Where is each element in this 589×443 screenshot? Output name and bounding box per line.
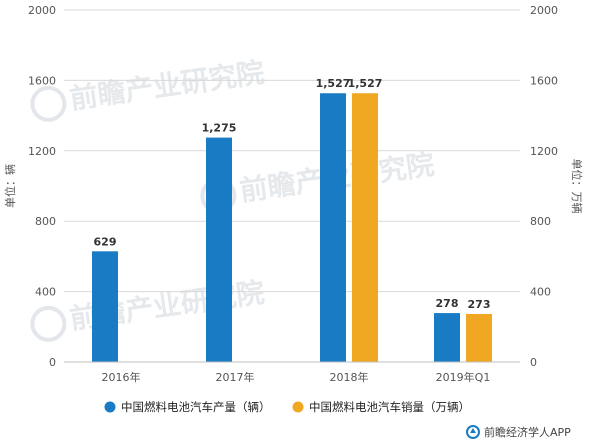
bar-1-3	[466, 313, 492, 362]
y-tick-label-right: 400	[530, 286, 551, 299]
bar-0-1	[206, 137, 232, 362]
watermark-logo-icon	[30, 305, 67, 342]
x-tick-label: 2019年Q1	[436, 370, 491, 384]
bar-1-2	[352, 93, 378, 363]
x-tick-label: 2017年	[216, 370, 255, 384]
bar-value-label: 1,527	[316, 77, 351, 90]
watermark-0: 前瞻产业研究院	[30, 56, 266, 122]
gridlines	[64, 9, 520, 293]
bars	[92, 93, 492, 363]
source-logo-ring	[466, 425, 480, 439]
y-tick-label-right: 2000	[530, 4, 558, 17]
y-tick-label-left: 0	[49, 356, 56, 369]
legend-label-1: 中国燃料电池汽车销量（万辆）	[309, 400, 470, 414]
x-tick-label: 2016年	[102, 370, 141, 384]
watermark-2: 前瞻产业研究院	[200, 148, 436, 214]
y-axis-title-right: 单位：万辆	[570, 159, 584, 214]
bar-value-label: 629	[94, 235, 117, 248]
legend-label-0: 中国燃料电池汽车产量（辆）	[121, 400, 271, 414]
y-tick-label-left: 400	[35, 286, 56, 299]
y-tick-label-left: 800	[35, 215, 56, 228]
bar-0-0	[92, 251, 118, 362]
watermark-logo-icon	[30, 85, 67, 122]
y-tick-label-left: 2000	[28, 4, 56, 17]
bar-value-label: 1,527	[348, 77, 383, 90]
y-tick-label-left: 1600	[28, 74, 56, 87]
legend-marker-0	[104, 401, 116, 413]
watermark-text: 前瞻产业研究院	[68, 56, 267, 116]
y-tick-label-right: 1600	[530, 74, 558, 87]
bar-0-2	[320, 93, 346, 363]
y-tick-label-right: 0	[530, 356, 537, 369]
y-axis-title-left: 单位：辆	[3, 164, 17, 208]
legend-marker-1	[292, 401, 304, 413]
bar-0-3	[434, 313, 460, 362]
source-label: 前瞻经济学人APP	[484, 425, 571, 439]
y-tick-label-right: 800	[530, 215, 551, 228]
source-logo-mark	[470, 428, 476, 433]
bar-value-label: 1,275	[202, 122, 237, 135]
y-tick-label-right: 1200	[530, 145, 558, 158]
axes: 0 400 800 1200 1600 2000 0 400 800 1200 1600 2000 单位…	[3, 4, 584, 384]
bar-value-label: 273	[468, 298, 491, 311]
legend: 中国燃料电池汽车产量（辆） 中国燃料电池汽车销量（万辆）	[104, 400, 470, 414]
bar-value-label: 278	[436, 297, 459, 310]
y-tick-label-left: 1200	[28, 145, 56, 158]
source-note: 前瞻经济学人APP	[466, 425, 571, 439]
x-tick-label: 2018年	[330, 370, 369, 384]
source-logo-icon	[466, 425, 480, 439]
